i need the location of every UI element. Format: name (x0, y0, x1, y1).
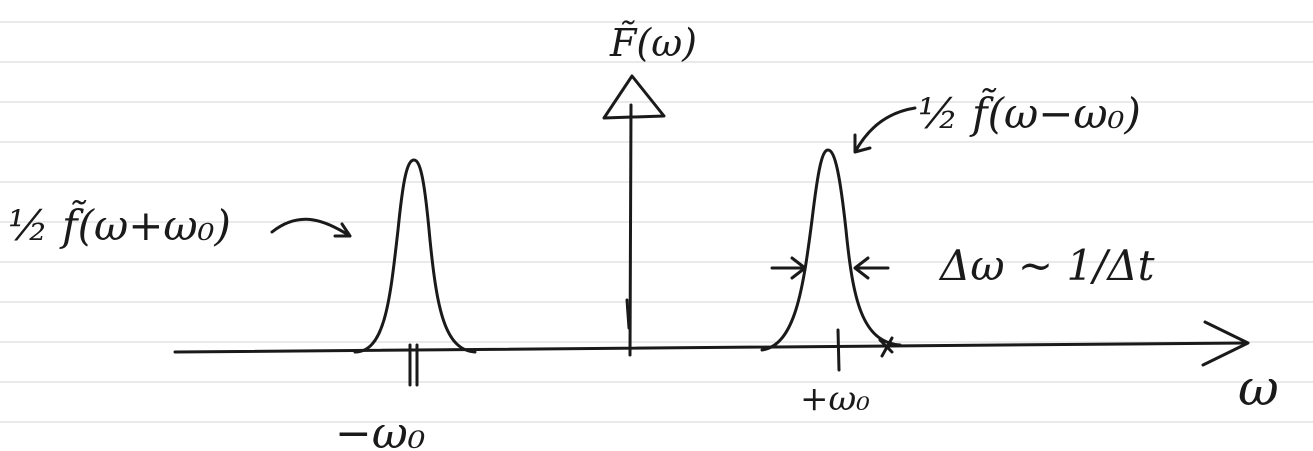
vertical-axis-label: F̃(ω) (609, 21, 697, 65)
width-arrow-right (855, 258, 888, 278)
delta-spike-mark (627, 300, 629, 328)
vertical-arrowhead (604, 76, 664, 118)
right-peak (762, 150, 900, 350)
left-peak-label: ½ f̃(ω+ω₀) (8, 199, 231, 250)
right-peak-tick (838, 330, 839, 370)
right-peak-position: +ω₀ (800, 379, 870, 419)
horizontal-axis-label: ω (1238, 359, 1279, 417)
vertical-axis (630, 105, 631, 355)
right-peak-label: ½ f̃(ω−ω₀) (918, 87, 1141, 138)
right-label-pointer (855, 108, 915, 152)
page: {"axes": {"vertical_label": "F̃(ω)", "ho… (0, 0, 1313, 451)
width-arrow-left (772, 258, 805, 278)
left-peak (355, 160, 475, 352)
diagram: F̃(ω) ω ½ f̃(ω+ω₀) ½ f̃(ω−ω₀) −ω₀ +ω₀ Δω… (0, 0, 1313, 451)
width-annotation: Δω ~ 1/Δt (938, 241, 1155, 290)
horizontal-axis (175, 343, 1245, 352)
left-peak-position: −ω₀ (335, 408, 426, 451)
